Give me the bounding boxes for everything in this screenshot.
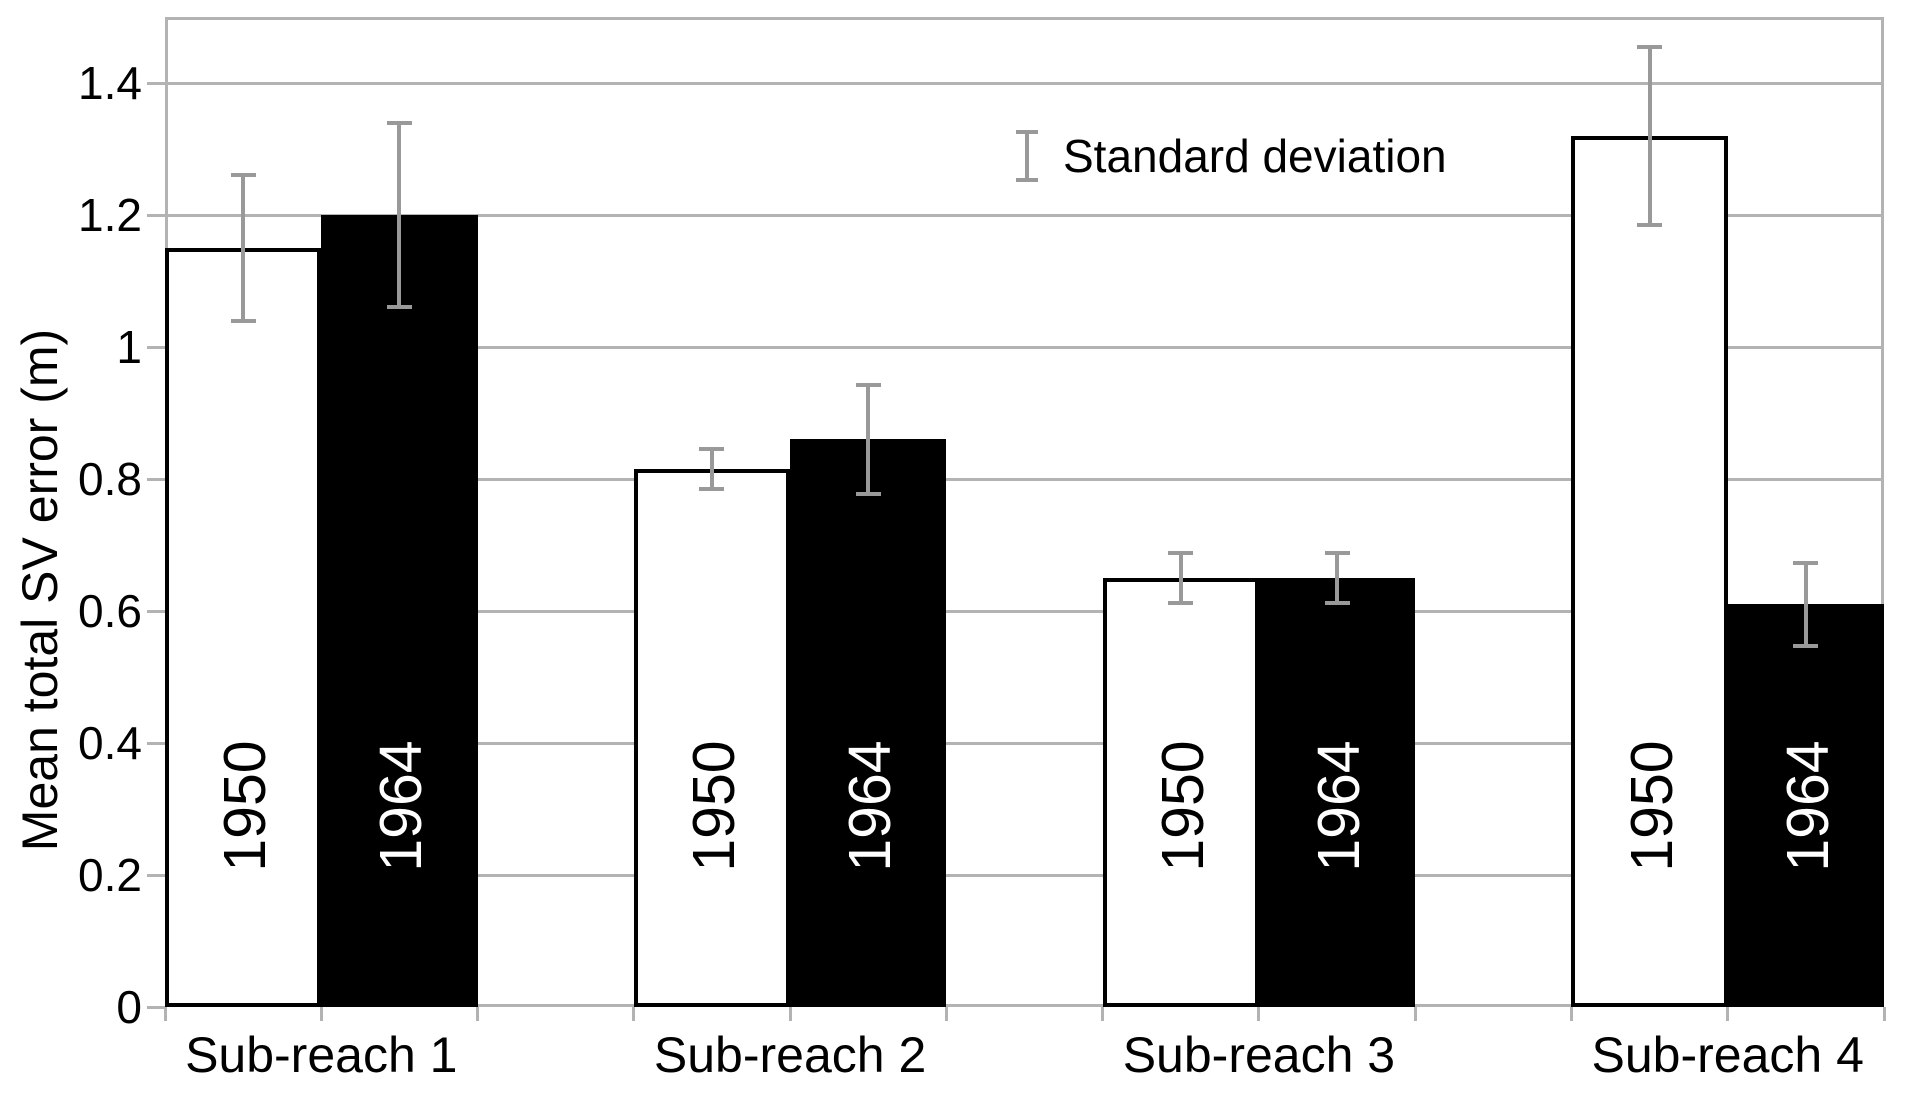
y-tick-label: 0.8 bbox=[78, 453, 142, 505]
category-label: Sub-reach 4 bbox=[1591, 1027, 1864, 1083]
error-bar-bottom-cap bbox=[855, 491, 881, 496]
bar bbox=[165, 248, 322, 1007]
x-axis-tick bbox=[1257, 1007, 1261, 1021]
y-axis-tick bbox=[147, 213, 165, 217]
bar bbox=[1258, 578, 1416, 1007]
bar bbox=[633, 469, 791, 1007]
error-bar bbox=[1178, 552, 1183, 604]
bar bbox=[1571, 135, 1728, 1007]
error-bar-top-cap bbox=[855, 383, 881, 388]
y-axis-tick bbox=[147, 741, 165, 745]
x-axis-tick bbox=[788, 1007, 792, 1021]
error-bar-bottom-cap bbox=[699, 486, 725, 491]
legend-label: Standard deviation bbox=[1063, 130, 1447, 182]
bar-year-label: 1964 bbox=[1774, 740, 1841, 872]
error-bar-top-cap bbox=[386, 120, 412, 125]
bar-year-label: 1950 bbox=[1618, 740, 1685, 872]
bar-year-label: 1950 bbox=[1149, 740, 1216, 872]
x-axis-tick bbox=[1569, 1007, 1573, 1021]
error-bar bbox=[1647, 46, 1652, 225]
category-label: Sub-reach 3 bbox=[1122, 1027, 1396, 1083]
y-axis-tick bbox=[147, 609, 165, 613]
plot-frame-right bbox=[1881, 17, 1884, 1007]
x-axis-tick bbox=[319, 1007, 323, 1021]
bar bbox=[790, 439, 947, 1007]
y-tick-label: 1.4 bbox=[78, 57, 142, 109]
y-tick-label: 0.6 bbox=[78, 585, 142, 637]
y-axis-tick bbox=[147, 345, 165, 349]
error-bar bbox=[866, 385, 871, 494]
bar bbox=[321, 215, 478, 1007]
error-bar-top-cap bbox=[230, 173, 256, 178]
error-bar-bottom-cap bbox=[386, 305, 412, 310]
bar-year-label: 1964 bbox=[837, 740, 904, 872]
x-axis-tick bbox=[476, 1007, 480, 1021]
gridline bbox=[165, 345, 1884, 349]
error-bar-top-cap bbox=[699, 447, 725, 452]
y-tick-label: 0 bbox=[116, 981, 142, 1033]
y-tick-label: 1 bbox=[116, 321, 142, 373]
bar-year-label: 1950 bbox=[680, 740, 747, 872]
gridline bbox=[165, 873, 1884, 877]
x-axis-tick bbox=[1882, 1007, 1886, 1021]
y-tick-label: 0.4 bbox=[78, 717, 142, 769]
error-bar bbox=[397, 122, 402, 308]
plot-frame-bottom bbox=[165, 1004, 1884, 1007]
y-axis-tick bbox=[147, 81, 165, 85]
y-axis-tick bbox=[147, 873, 165, 877]
gridline bbox=[165, 81, 1884, 85]
gridline bbox=[165, 609, 1884, 613]
x-axis-tick bbox=[1726, 1007, 1730, 1021]
plot-frame-top bbox=[165, 17, 1884, 20]
error-bar-bottom-cap bbox=[1793, 643, 1819, 648]
error-bar-top-cap bbox=[1168, 550, 1194, 555]
y-tick-label: 0.2 bbox=[78, 849, 142, 901]
x-axis-tick bbox=[944, 1007, 948, 1021]
gridline bbox=[165, 213, 1884, 217]
error-bar-top-cap bbox=[1324, 550, 1350, 555]
x-axis-tick bbox=[632, 1007, 636, 1021]
gridline bbox=[165, 741, 1884, 745]
x-axis-tick bbox=[1101, 1007, 1105, 1021]
error-bar bbox=[1335, 552, 1340, 604]
y-tick-label: 1.2 bbox=[78, 189, 142, 241]
x-axis-tick bbox=[1413, 1007, 1417, 1021]
bar bbox=[1727, 604, 1884, 1007]
error-bar-top-cap bbox=[1637, 44, 1663, 49]
error-bar-bottom-cap bbox=[1324, 601, 1350, 606]
bar-year-label: 1964 bbox=[368, 740, 435, 872]
y-axis-tick bbox=[147, 1005, 165, 1009]
gridline bbox=[165, 477, 1884, 481]
error-bar-bottom-cap bbox=[1637, 222, 1663, 227]
error-bar bbox=[709, 449, 714, 489]
x-axis-tick bbox=[163, 1007, 167, 1021]
bar-year-label: 1950 bbox=[212, 740, 279, 872]
error-bar-top-cap bbox=[1793, 560, 1819, 565]
error-bar-icon bbox=[1016, 130, 1038, 182]
error-bar-bottom-cap bbox=[1168, 601, 1194, 606]
category-label: Sub-reach 2 bbox=[653, 1027, 927, 1083]
bar-year-label: 1964 bbox=[1306, 740, 1373, 872]
error-bar-bottom-cap bbox=[230, 318, 256, 323]
error-bar bbox=[1803, 562, 1808, 646]
error-bar bbox=[241, 175, 246, 321]
category-label: Sub-reach 1 bbox=[185, 1027, 458, 1083]
y-axis-tick bbox=[147, 477, 165, 481]
